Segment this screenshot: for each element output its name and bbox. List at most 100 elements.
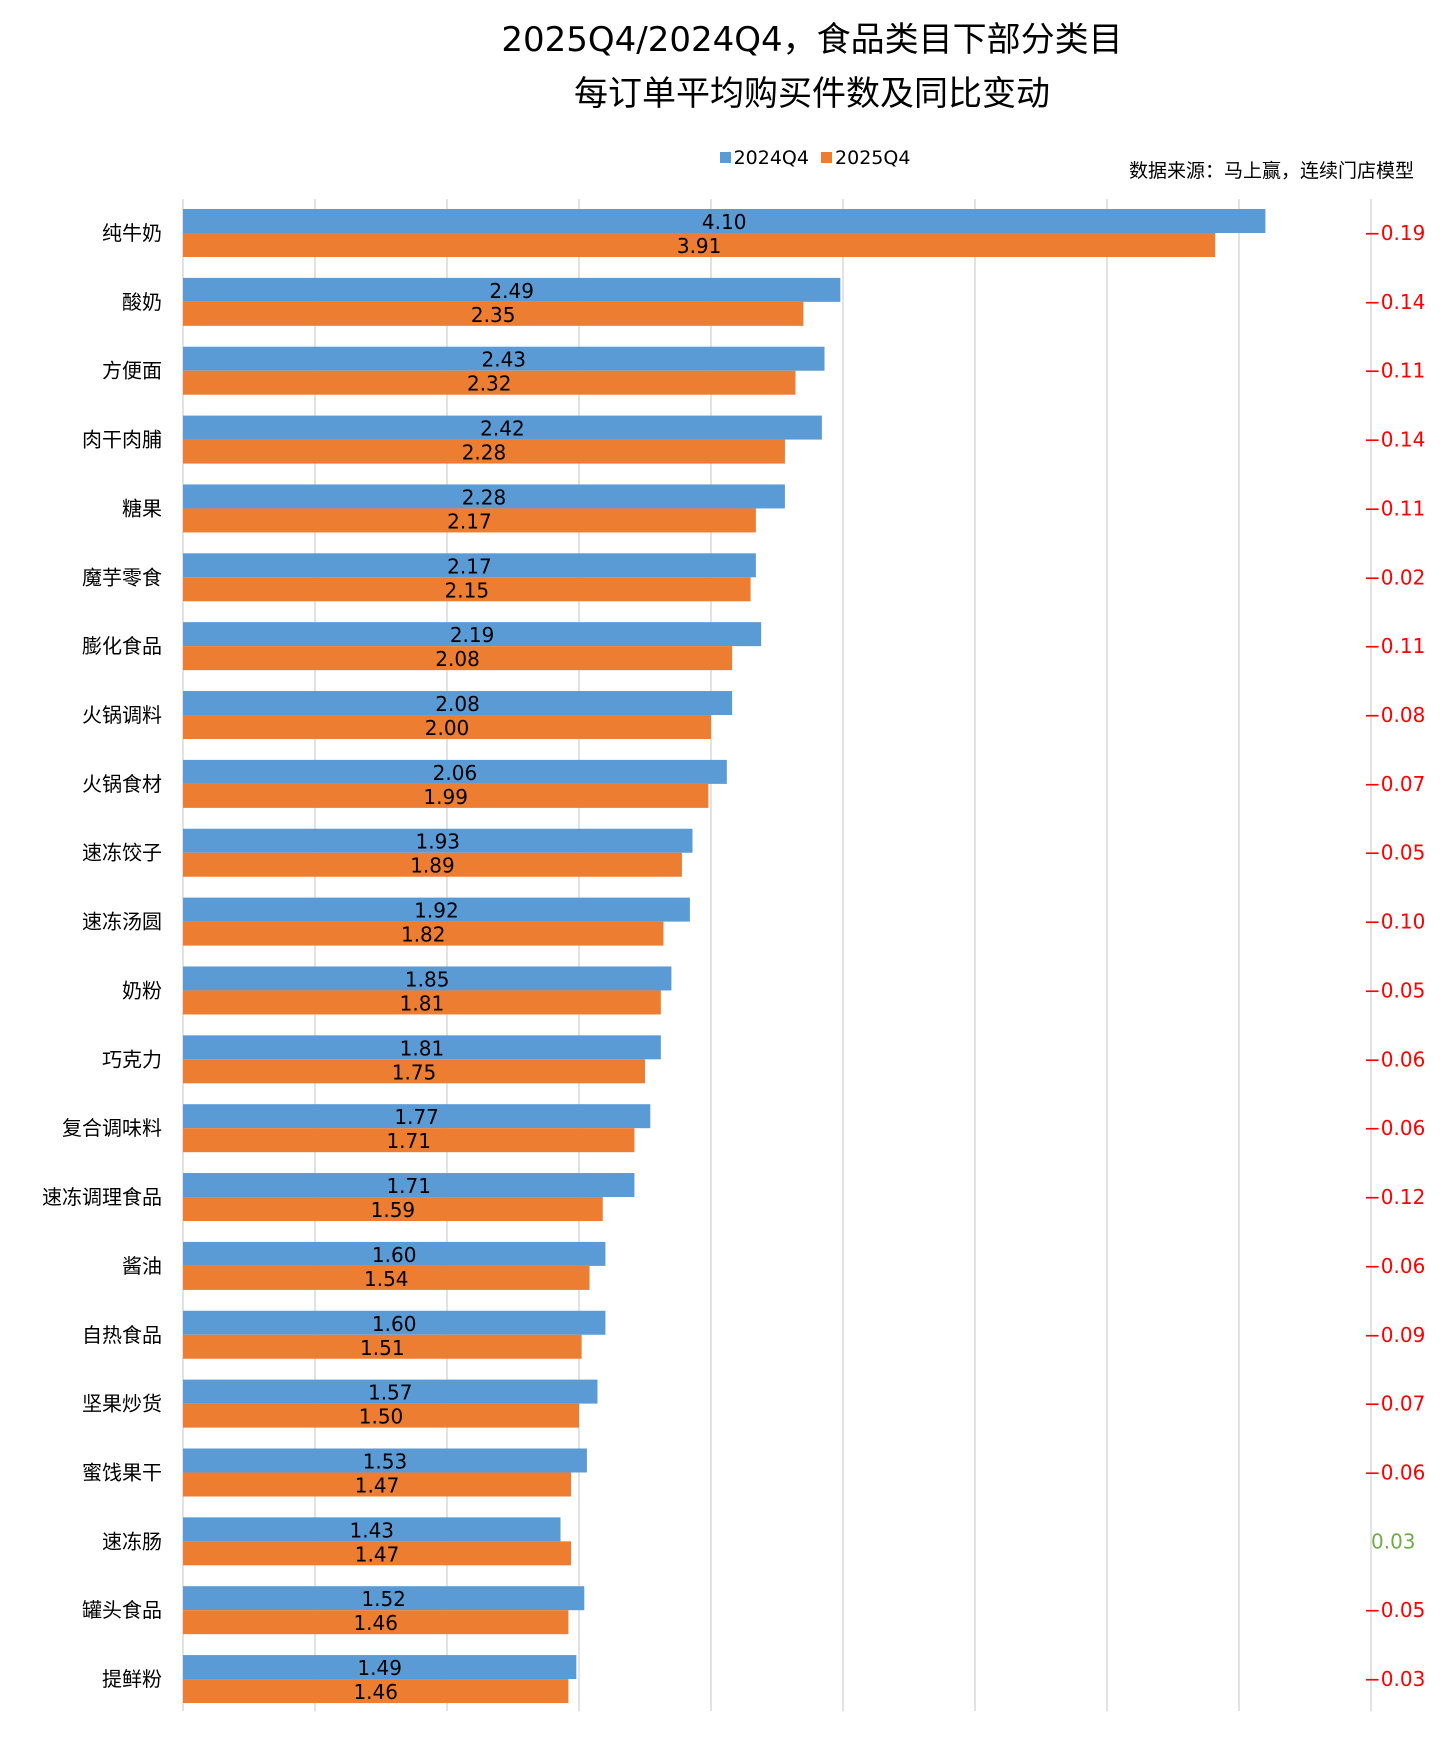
- change-label: −0.09: [1364, 1323, 1425, 1347]
- value-label: 1.77: [394, 1105, 439, 1129]
- change-label: −0.03: [1364, 1667, 1425, 1691]
- chart-title-line1: 2025Q4/2024Q4，食品类目下部分类目: [501, 20, 1123, 60]
- legend-label-2025q4: 2025Q4: [835, 146, 911, 169]
- category-label: 纯牛奶: [102, 221, 162, 245]
- bar-2025q4: [183, 1197, 603, 1222]
- bar-2024q4: [183, 691, 733, 716]
- value-label: 3.91: [677, 234, 722, 258]
- bar-2025q4: [183, 439, 785, 464]
- category-label: 速冻调理食品: [42, 1185, 162, 1209]
- bar-2025q4: [183, 1265, 590, 1290]
- category-label: 提鲜粉: [102, 1667, 162, 1691]
- category-label: 复合调味料: [62, 1116, 162, 1140]
- category-label: 蜜饯果干: [82, 1460, 162, 1484]
- value-label: 1.59: [371, 1198, 416, 1222]
- value-label: 2.08: [435, 647, 480, 671]
- value-label: 2.06: [433, 761, 478, 785]
- value-label: 1.60: [372, 1312, 417, 1336]
- bar-2024q4: [183, 1035, 661, 1060]
- change-label: −0.07: [1364, 772, 1425, 796]
- value-label: 1.75: [392, 1060, 437, 1084]
- bar-2024q4: [183, 484, 785, 509]
- category-label: 速冻饺子: [82, 841, 162, 865]
- value-label: 1.92: [414, 899, 459, 923]
- value-label: 4.10: [702, 210, 747, 234]
- value-label: 2.17: [447, 554, 492, 578]
- value-label: 2.28: [462, 485, 507, 509]
- value-label: 1.93: [415, 830, 460, 854]
- bar-2025q4: [183, 1059, 645, 1084]
- bar-2025q4: [183, 715, 711, 740]
- change-label: −0.07: [1364, 1392, 1425, 1416]
- bar-2025q4: [183, 233, 1216, 257]
- bar-2024q4: [183, 1241, 606, 1266]
- bar-2025q4: [183, 508, 756, 533]
- value-label: 2.00: [425, 716, 470, 740]
- bar-2024q4: [183, 1655, 577, 1680]
- category-label: 奶粉: [122, 978, 162, 1002]
- value-label: 1.47: [355, 1542, 400, 1566]
- value-label: 1.51: [360, 1336, 405, 1360]
- bar-2025q4: [183, 1541, 572, 1566]
- value-label: 1.60: [372, 1243, 417, 1267]
- bar-2024q4: [183, 966, 672, 991]
- bar-2025q4: [183, 1610, 569, 1635]
- category-label: 膨化食品: [82, 634, 162, 658]
- change-label: −0.02: [1364, 565, 1425, 589]
- value-label: 1.71: [386, 1174, 431, 1198]
- change-label: −0.14: [1364, 290, 1425, 314]
- legend: 2024Q4 2025Q4: [0, 146, 1440, 169]
- bar-2024q4: [183, 553, 756, 578]
- category-label: 速冻肠: [102, 1529, 162, 1553]
- category-label: 糖果: [122, 496, 162, 520]
- category-label: 酱油: [122, 1254, 162, 1278]
- bar-2025q4: [183, 646, 733, 671]
- value-label: 1.47: [355, 1473, 400, 1497]
- value-label: 1.81: [400, 1036, 445, 1060]
- value-label: 2.19: [450, 623, 495, 647]
- value-label: 2.08: [435, 692, 480, 716]
- bar-2024q4: [183, 828, 693, 853]
- change-label: −0.05: [1364, 978, 1425, 1002]
- value-label: 2.42: [480, 417, 525, 441]
- change-label: −0.08: [1364, 703, 1425, 727]
- change-label: −0.06: [1364, 1116, 1425, 1140]
- change-label: 0.03: [1371, 1529, 1416, 1553]
- bar-2024q4: [183, 1104, 651, 1129]
- bar-2025q4: [183, 852, 682, 877]
- bar-2024q4: [183, 346, 825, 371]
- category-label: 速冻汤圆: [82, 910, 162, 934]
- bar-2025q4: [183, 1679, 569, 1704]
- value-label: 1.99: [423, 785, 468, 809]
- change-label: −0.05: [1364, 841, 1425, 865]
- change-label: −0.12: [1364, 1185, 1425, 1209]
- bar-2024q4: [183, 759, 727, 784]
- bar-2025q4: [183, 921, 664, 946]
- change-label: −0.11: [1364, 634, 1425, 658]
- category-label: 巧克力: [102, 1047, 162, 1071]
- category-label: 火锅调料: [82, 703, 162, 727]
- category-label: 自热食品: [82, 1323, 162, 1347]
- value-label: 2.35: [471, 303, 516, 327]
- value-label: 1.50: [359, 1405, 404, 1429]
- value-label: 2.32: [467, 372, 512, 396]
- bar-2024q4: [183, 209, 1266, 233]
- chart-title-line2: 每订单平均购买件数及同比变动: [574, 74, 1050, 114]
- bar-2025q4: [183, 301, 804, 326]
- value-label: 1.53: [363, 1449, 408, 1473]
- source-note: 数据来源：马上赢，连续门店模型: [1128, 160, 1414, 182]
- change-label: −0.11: [1364, 359, 1425, 383]
- bar-2025q4: [183, 370, 796, 395]
- bar-2024q4: [183, 1517, 561, 1542]
- bar-2025q4: [183, 1403, 579, 1428]
- category-label: 罐头食品: [82, 1598, 162, 1622]
- change-label: −0.19: [1364, 221, 1425, 245]
- value-label: 1.71: [386, 1129, 431, 1153]
- legend-swatch-2024q4: [719, 152, 731, 163]
- category-label: 方便面: [102, 359, 162, 383]
- value-label: 1.85: [405, 967, 450, 991]
- category-label: 酸奶: [122, 290, 162, 314]
- bar-2024q4: [183, 1310, 606, 1335]
- bar-2025q4: [183, 577, 751, 602]
